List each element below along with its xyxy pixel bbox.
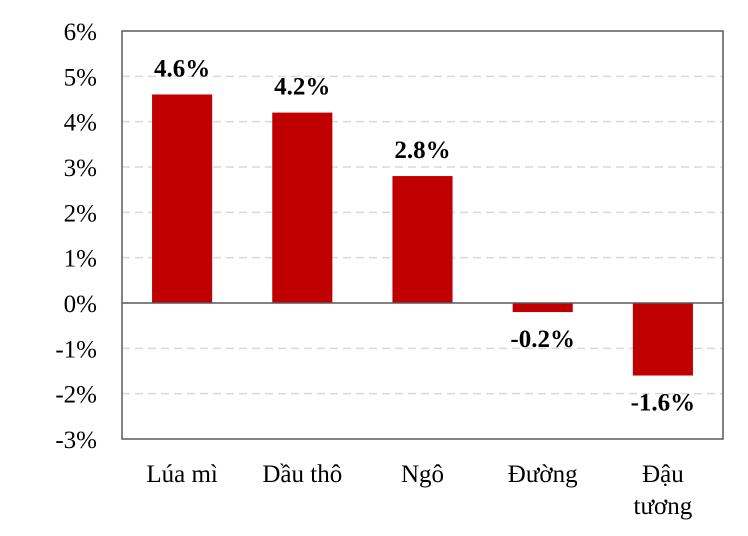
x-axis-category-labels: Lúa mì Dầu thô Ngô Đường Đậu tương	[146, 461, 692, 520]
data-label: 4.6%	[154, 55, 210, 82]
category-label: Ngô	[401, 461, 444, 488]
y-tick-label: 0%	[64, 291, 97, 318]
y-tick-label: 1%	[64, 246, 97, 273]
y-axis-tick-labels: 6% 5% 4% 3% 2% 1% 0% -1% -2% -3%	[55, 19, 97, 454]
y-tick-label: -2%	[55, 382, 97, 409]
data-label: 2.8%	[394, 137, 450, 164]
category-label: Lúa mì	[146, 461, 218, 488]
plot-area-border	[121, 30, 724, 440]
category-label: Dầu thô	[262, 461, 342, 488]
y-tick-label: -1%	[55, 336, 97, 363]
y-tick-label: 4%	[64, 110, 97, 137]
category-label: Đậu tương	[634, 461, 693, 520]
bar	[512, 303, 573, 313]
data-label: -1.6%	[631, 390, 696, 417]
y-tick-label: 6%	[64, 19, 97, 46]
y-tick-label: -3%	[55, 427, 97, 454]
data-label: -0.2%	[510, 326, 575, 353]
data-label: 4.2%	[274, 74, 330, 101]
bar	[272, 112, 333, 303]
bar	[152, 94, 213, 303]
bar	[632, 303, 693, 376]
y-tick-label: 2%	[64, 200, 97, 227]
y-tick-label: 3%	[64, 155, 97, 182]
y-tick-label: 5%	[64, 64, 97, 91]
bar	[392, 176, 453, 303]
bars	[152, 94, 693, 376]
category-label: Đường	[508, 461, 578, 488]
data-labels: 4.6% 4.2% 2.8% -0.2% -1.6%	[154, 55, 695, 416]
